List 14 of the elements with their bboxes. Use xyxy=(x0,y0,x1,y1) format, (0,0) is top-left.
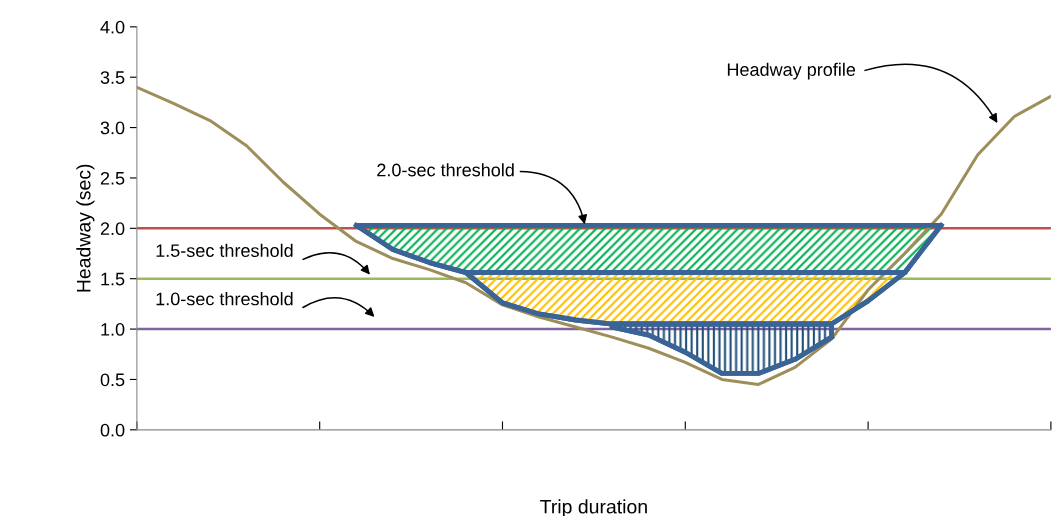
y-axis-title: Headway (sec) xyxy=(76,164,95,292)
y-tick-label: 2.5 xyxy=(100,171,125,185)
y-tick-label: 4.0 xyxy=(100,20,125,34)
y-tick-label: 1.5 xyxy=(101,272,125,286)
annotation: Headway profile xyxy=(727,62,856,80)
y-tick-label: 3.0 xyxy=(100,121,125,135)
y-tick-label: 3.5 xyxy=(100,71,125,84)
ref-line-label: 2.0-sec threshold xyxy=(377,163,514,177)
y-tick-label: 2.0 xyxy=(100,222,125,236)
y-tick-label: 1.0 xyxy=(101,323,125,336)
y-tick-label: 0.0 xyxy=(100,423,125,437)
ref-line-label: 1.5-sec threshold xyxy=(156,243,293,257)
ref-line-label: 1.0-sec threshold xyxy=(156,292,293,306)
y-tick-label: 0.5 xyxy=(100,373,125,387)
